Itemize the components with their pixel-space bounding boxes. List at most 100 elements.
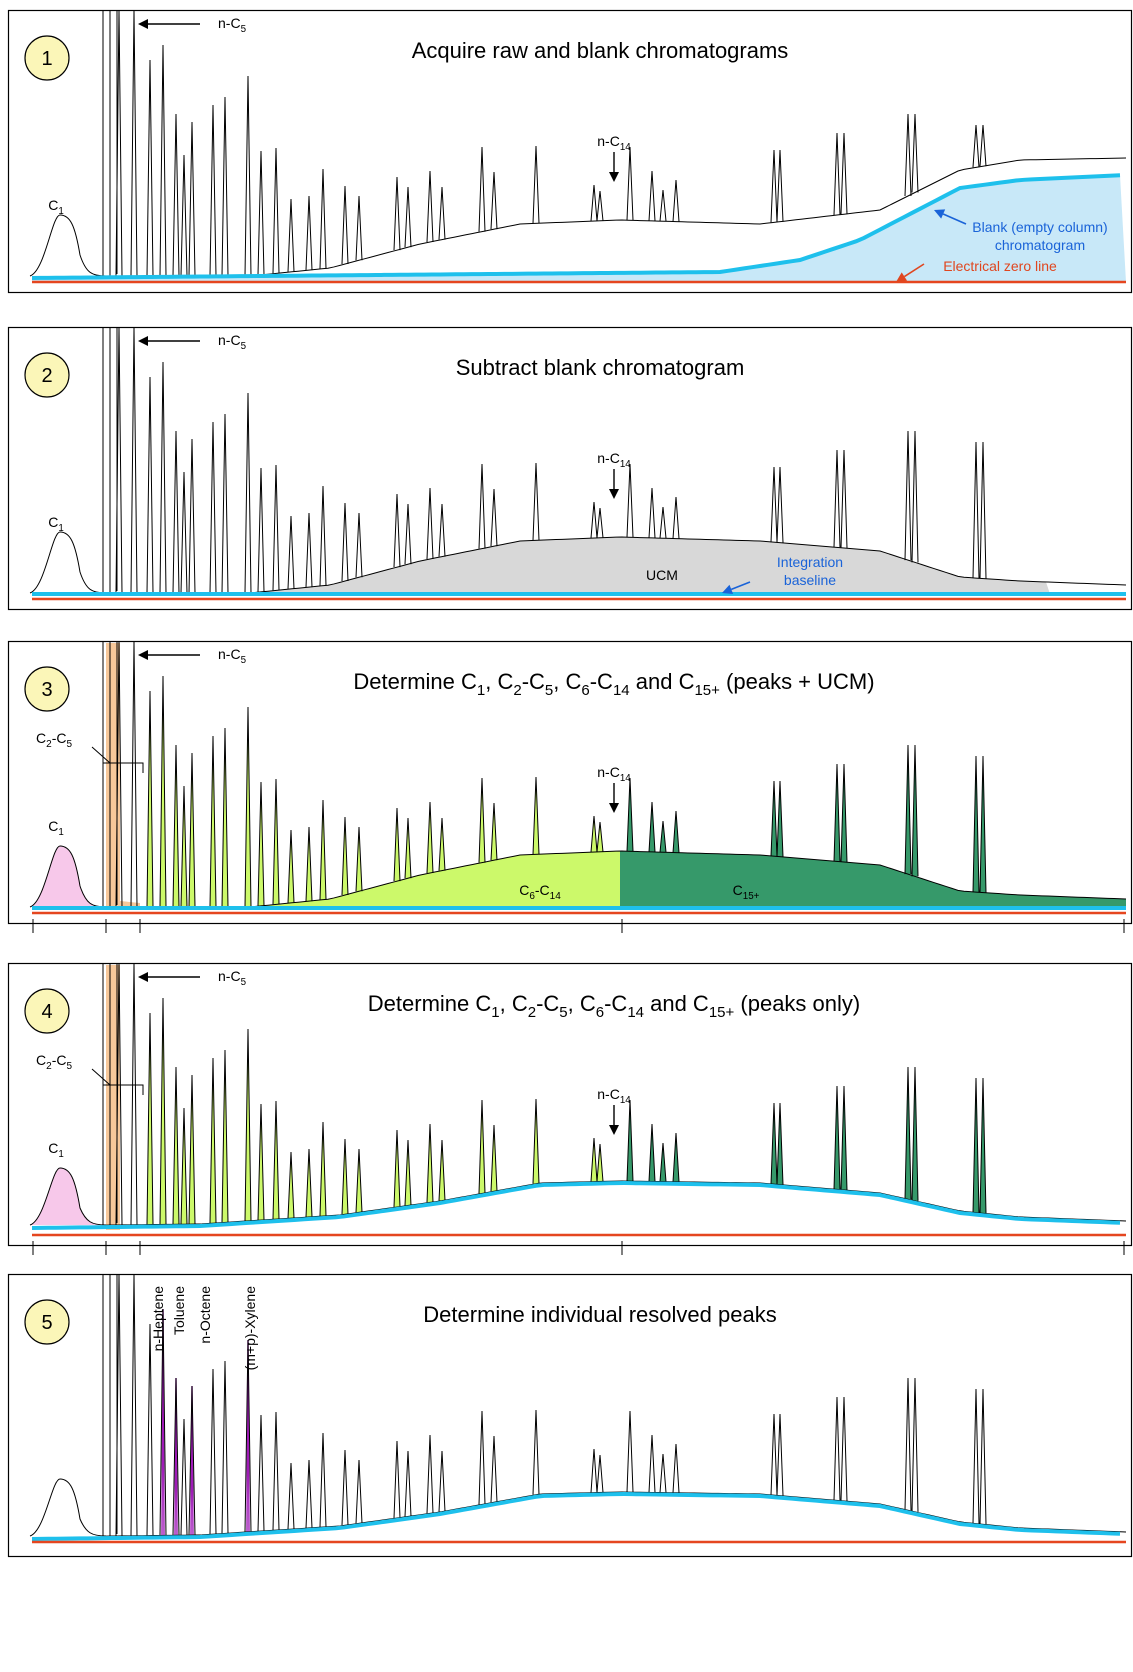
- peak-fill: [181, 786, 187, 907]
- nc5-arrow: [138, 19, 200, 29]
- peak: [626, 777, 634, 852]
- peak: [115, 962, 123, 1225]
- peak: [904, 113, 912, 197]
- peak-fill: [147, 1013, 153, 1225]
- c6c14-label: C6-C14: [519, 882, 561, 902]
- blank-baseline: [31, 1181, 1121, 1230]
- peak: [115, 1273, 123, 1536]
- peak-fill: [973, 756, 979, 893]
- peak: [972, 1077, 980, 1213]
- peak: [770, 466, 778, 543]
- peak: [130, 9, 138, 277]
- c15-label: C15+: [733, 882, 760, 902]
- peak-fill: [288, 1152, 294, 1219]
- c1-peak: [29, 214, 107, 277]
- peak: [146, 1012, 154, 1225]
- nc5-label: n-C5: [218, 15, 247, 35]
- chromatogram-trace: [102, 9, 1127, 277]
- peak: [393, 176, 401, 251]
- peak: [188, 121, 196, 277]
- peak-fill: [591, 1138, 597, 1182]
- peak: [221, 1049, 229, 1223]
- peak: [840, 763, 848, 863]
- peak-fill: [834, 1086, 840, 1190]
- peak-fill: [394, 808, 400, 882]
- peak: [426, 170, 434, 243]
- nc14-label: n-C14: [597, 133, 631, 153]
- peak: [972, 1388, 980, 1524]
- peak: [972, 124, 980, 168]
- peak: [776, 466, 784, 543]
- peak: [209, 1368, 217, 1535]
- nc5-label: n-C5: [218, 968, 247, 988]
- chromatogram-trace: [102, 326, 1127, 594]
- step-badge: 5: [24, 1299, 70, 1345]
- peak: [490, 488, 498, 547]
- peak: [648, 170, 656, 221]
- peak: [272, 147, 280, 274]
- peak: [426, 487, 434, 560]
- peak: [840, 1085, 848, 1191]
- peak-fill: [841, 1086, 847, 1190]
- peak: [287, 1462, 295, 1530]
- peak: [244, 75, 252, 277]
- panel-title: Determine C1, C2-C5, C6-C14 and C15+ (pe…: [353, 669, 874, 699]
- peak: [305, 1459, 313, 1529]
- step-badge: 4: [24, 988, 70, 1034]
- peak: [911, 744, 919, 877]
- peak: [130, 640, 138, 908]
- peak: [404, 1139, 412, 1206]
- peak-fill: [173, 745, 179, 907]
- peak: [221, 727, 229, 908]
- peak: [221, 96, 229, 277]
- peak: [180, 785, 188, 908]
- peak-fill: [210, 736, 216, 907]
- zero-arrow: [896, 263, 925, 282]
- peak: [272, 464, 280, 591]
- peak: [188, 752, 196, 908]
- peak: [478, 1410, 486, 1505]
- peak: [209, 735, 217, 908]
- step-number: 2: [41, 365, 52, 387]
- peak: [596, 1454, 604, 1493]
- peak-fill: [841, 764, 847, 862]
- peak-fill: [427, 802, 433, 873]
- peak-fill: [591, 816, 597, 853]
- peak: [404, 186, 412, 248]
- peak: [115, 640, 123, 908]
- peak: [904, 1066, 912, 1200]
- peak: [438, 503, 446, 557]
- peak: [341, 1449, 349, 1526]
- peak-fill: [306, 827, 312, 902]
- panel-5: 5 Determine individual resolved peaks n-He…: [7, 1273, 1133, 1558]
- peak: [355, 512, 363, 578]
- peak: [833, 763, 841, 862]
- peak: [188, 1074, 196, 1225]
- nc5-arrow: [138, 972, 200, 982]
- peak: [532, 776, 540, 855]
- peak-fill: [273, 1101, 279, 1220]
- peak: [130, 326, 138, 594]
- peak-fill: [210, 1058, 216, 1224]
- peak: [319, 485, 327, 586]
- peak: [840, 1396, 848, 1502]
- peak-fill: [173, 1067, 179, 1225]
- peak: [626, 463, 634, 538]
- peak-fill: [491, 803, 497, 861]
- peak: [979, 1388, 987, 1525]
- peak: [146, 690, 154, 908]
- peak: [393, 493, 401, 568]
- peak: [305, 826, 313, 902]
- ucm-label: UCM: [646, 567, 678, 583]
- peak: [833, 132, 841, 216]
- peak-fill: [912, 1067, 918, 1201]
- peak: [257, 467, 265, 592]
- panel-4: 4 Determine C1, C2-C5, C6-C14 and C15+ (p…: [7, 962, 1133, 1255]
- peak: [257, 150, 265, 275]
- peak: [159, 997, 167, 1225]
- peak: [532, 462, 540, 541]
- peak: [904, 744, 912, 875]
- peak: [672, 496, 680, 539]
- peak: [355, 826, 363, 892]
